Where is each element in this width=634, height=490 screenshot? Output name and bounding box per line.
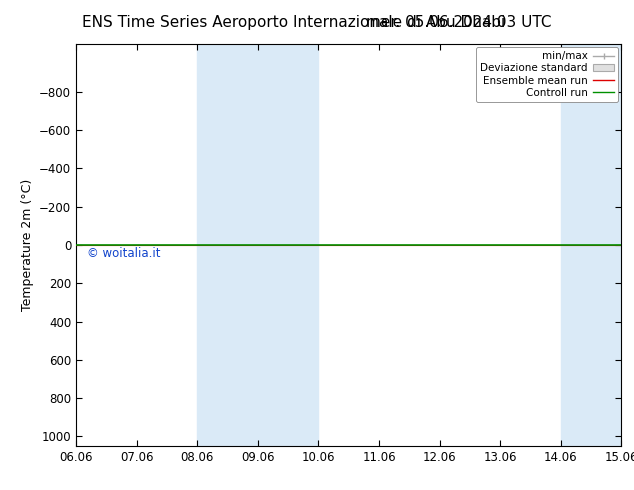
Text: mer. 05.06.2024 03 UTC: mer. 05.06.2024 03 UTC	[366, 15, 552, 30]
Text: ENS Time Series Aeroporto Internazionale di Abu Dhabi: ENS Time Series Aeroporto Internazionale…	[82, 15, 506, 30]
Y-axis label: Temperature 2m (°C): Temperature 2m (°C)	[20, 179, 34, 311]
Legend: min/max, Deviazione standard, Ensemble mean run, Controll run: min/max, Deviazione standard, Ensemble m…	[476, 47, 618, 102]
Bar	[197, 44, 318, 446]
Text: © woitalia.it: © woitalia.it	[87, 247, 160, 260]
Bar	[560, 44, 621, 446]
